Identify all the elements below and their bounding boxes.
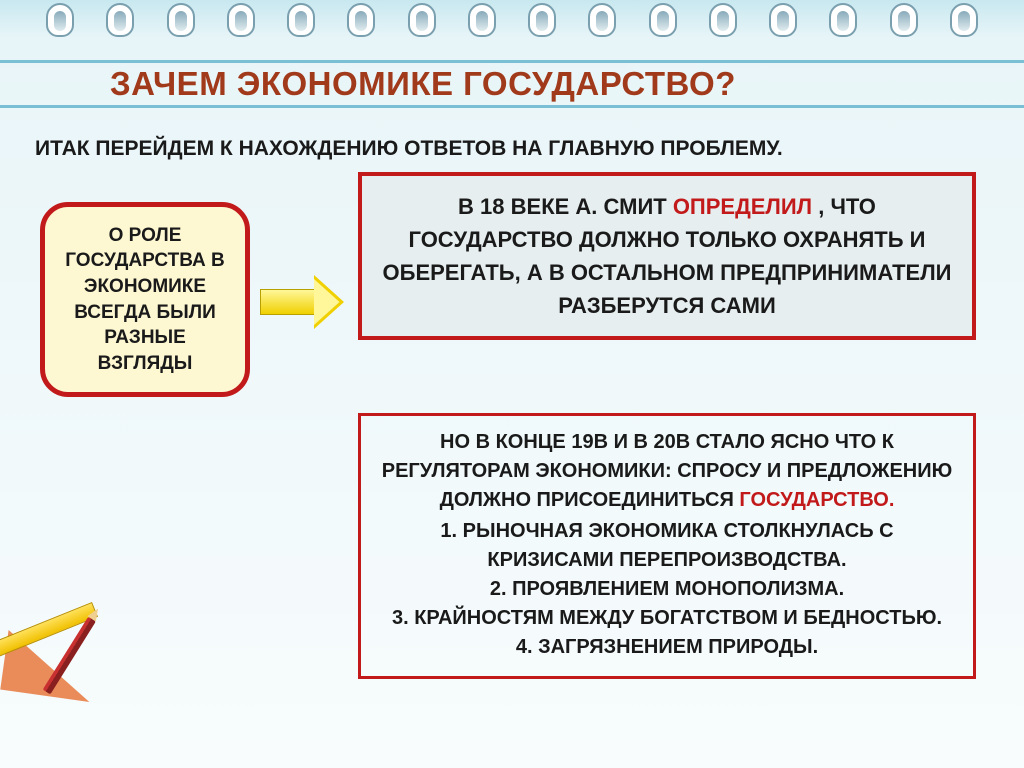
conclusion-lead: НО В КОНЦЕ 19В И В 20В СТАЛО ЯСНО ЧТО К … [379,428,955,515]
conclusion-box: НО В КОНЦЕ 19В И В 20В СТАЛО ЯСНО ЧТО К … [358,413,976,679]
smith-highlight: ОПРЕДЕЛИЛ [673,194,812,219]
conclusion-item: 2. ПРОЯВЛЕНИЕМ МОНОПОЛИЗМА. [379,575,955,604]
page-title: ЗАЧЕМ ЭКОНОМИКЕ ГОСУДАРСТВО? [110,65,736,103]
conclusion-list: 1. РЫНОЧНАЯ ЭКОНОМИКА СТОЛКНУЛАСЬ С КРИЗ… [379,517,955,662]
conclusion-item: 1. РЫНОЧНАЯ ЭКОНОМИКА СТОЛКНУЛАСЬ С КРИЗ… [379,517,955,575]
conclusion-item: 3. КРАЙНОСТЯМ МЕЖДУ БОГАТСТВОМ И БЕДНОСТ… [379,604,955,633]
conclusion-item: 4. ЗАГРЯЗНЕНИЕМ ПРИРОДЫ. [379,633,955,662]
arrow-icon [260,275,345,329]
notebook-binding [0,3,1024,43]
subtitle: ИТАК ПЕРЕЙДЕМ К НАХОЖДЕНИЮ ОТВЕТОВ НА ГЛ… [35,137,783,161]
left-callout-text: О РОЛЕ ГОСУДАРСТВА В ЭКОНОМИКЕ ВСЕГДА БЫ… [59,223,231,377]
left-callout-box: О РОЛЕ ГОСУДАРСТВА В ЭКОНОМИКЕ ВСЕГДА БЫ… [40,202,250,397]
stationery-decoration-icon [0,608,116,698]
smith-pre: В 18 ВЕКЕ А. СМИТ [458,194,673,219]
title-bar: ЗАЧЕМ ЭКОНОМИКЕ ГОСУДАРСТВО? [0,52,1024,116]
smith-quote-box: В 18 ВЕКЕ А. СМИТ ОПРЕДЕЛИЛ , ЧТО ГОСУДА… [358,172,976,340]
conclusion-lead-highlight: ГОСУДАРСТВО. [739,489,894,511]
